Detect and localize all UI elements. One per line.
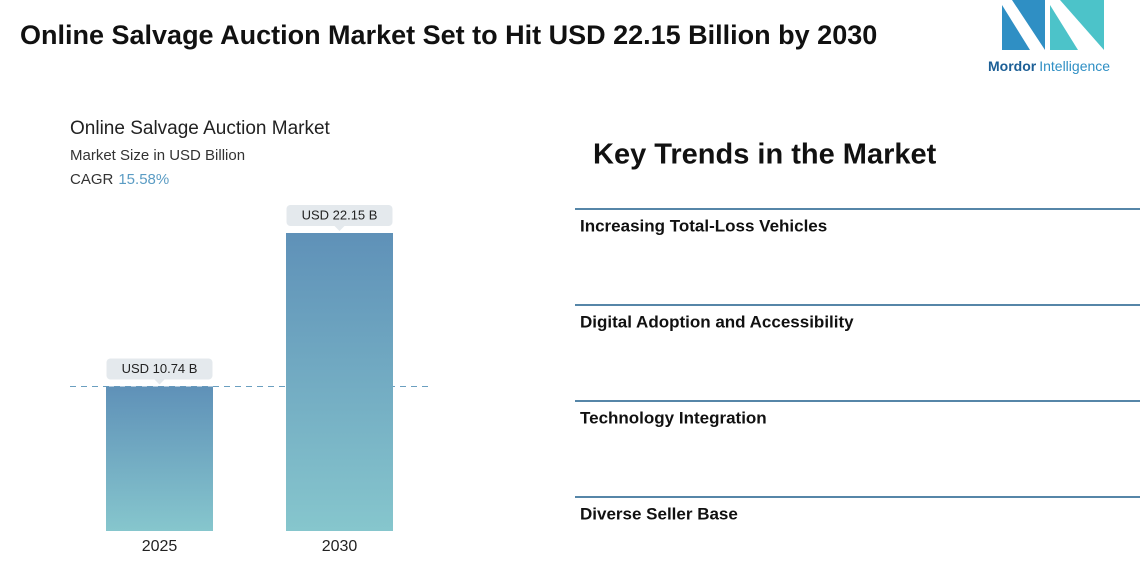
trends-title: Key Trends in the Market — [593, 139, 937, 171]
value-label: USD 10.74 B — [122, 361, 198, 376]
x-tick-label: 2030 — [322, 538, 358, 555]
trend-item: Digital Adoption and Accessibility — [580, 312, 854, 331]
logo-suffix: Intelligence — [1039, 58, 1110, 74]
page-title: Online Salvage Auction Market Set to Hit… — [20, 20, 877, 50]
x-tick-label: 2025 — [142, 538, 178, 555]
cagr-label: CAGR — [70, 171, 114, 188]
cagr-value: 15.58% — [118, 171, 169, 188]
bar — [286, 233, 393, 531]
trend-item: Increasing Total-Loss Vehicles — [580, 216, 827, 235]
logo: Mordor Intelligence — [988, 0, 1110, 74]
trend-item: Diverse Seller Base — [580, 504, 738, 523]
chart-subtitle: Market Size in USD Billion — [70, 147, 245, 164]
cagr: CAGR 15.58% — [70, 171, 169, 188]
value-label-box — [106, 358, 213, 380]
value-label: USD 22.15 B — [302, 207, 378, 222]
logo-brand: Mordor — [988, 58, 1037, 74]
value-label-pointer — [334, 226, 345, 231]
chart-title: Online Salvage Auction Market — [70, 118, 331, 139]
bar — [106, 386, 213, 531]
value-label-pointer — [154, 379, 165, 385]
value-label-box — [286, 205, 393, 226]
logo-text: Mordor Intelligence — [988, 58, 1110, 74]
trend-item: Technology Integration — [580, 408, 767, 427]
